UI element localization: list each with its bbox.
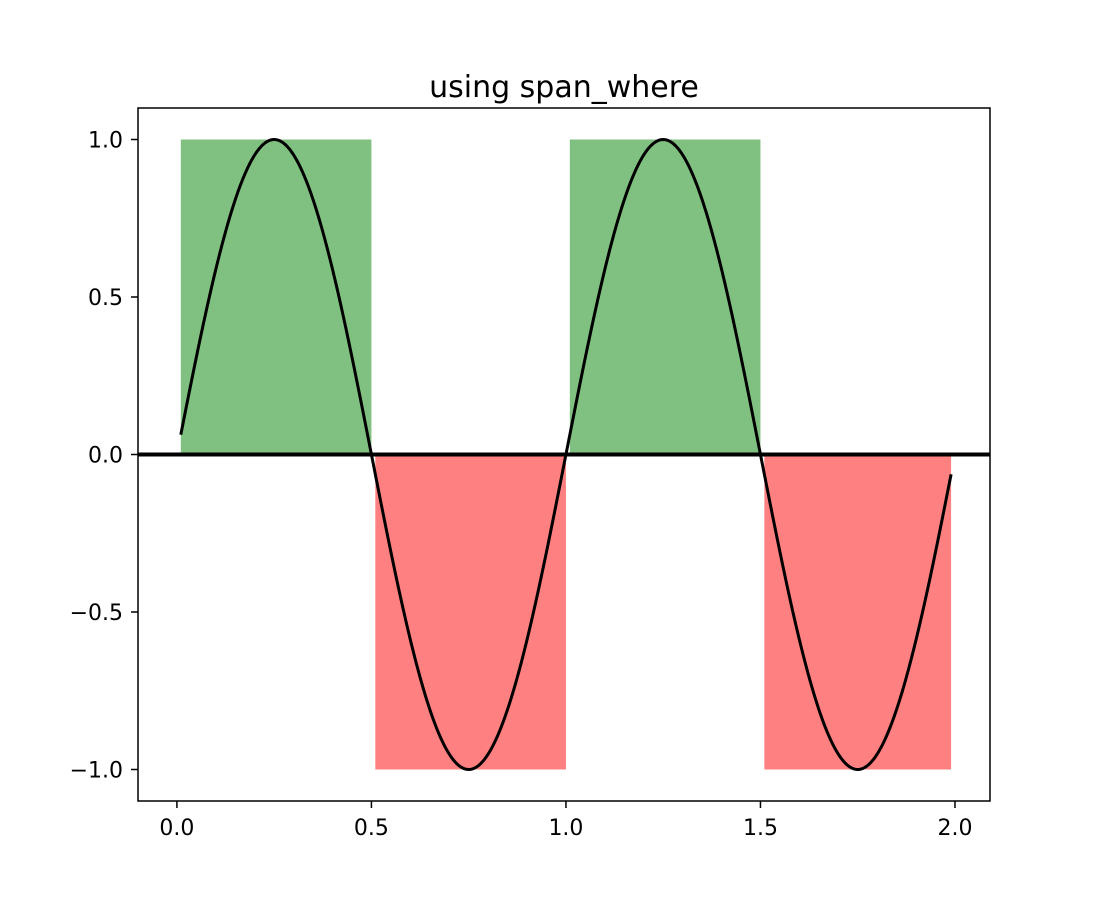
y-tick-label: 0.5 [88, 286, 123, 311]
y-tick-label: −0.5 [70, 601, 123, 626]
y-tick-label: 1.0 [88, 129, 123, 154]
y-tick-label: −1.0 [70, 759, 123, 784]
chart-title: using span_where [429, 70, 699, 105]
y-axis: −1.0 −0.5 0.0 0.5 1.0 [70, 129, 138, 784]
x-tick-label: 0.5 [354, 816, 389, 841]
x-axis: 0.0 0.5 1.0 1.5 2.0 [159, 801, 972, 841]
x-tick-label: 0.0 [159, 816, 194, 841]
y-tick-label: 0.0 [88, 444, 123, 469]
line-layer [138, 138, 990, 771]
x-tick-label: 1.5 [743, 816, 778, 841]
x-tick-label: 1.0 [548, 816, 583, 841]
x-tick-label: 2.0 [937, 816, 972, 841]
negative-span-3 [764, 454, 952, 770]
